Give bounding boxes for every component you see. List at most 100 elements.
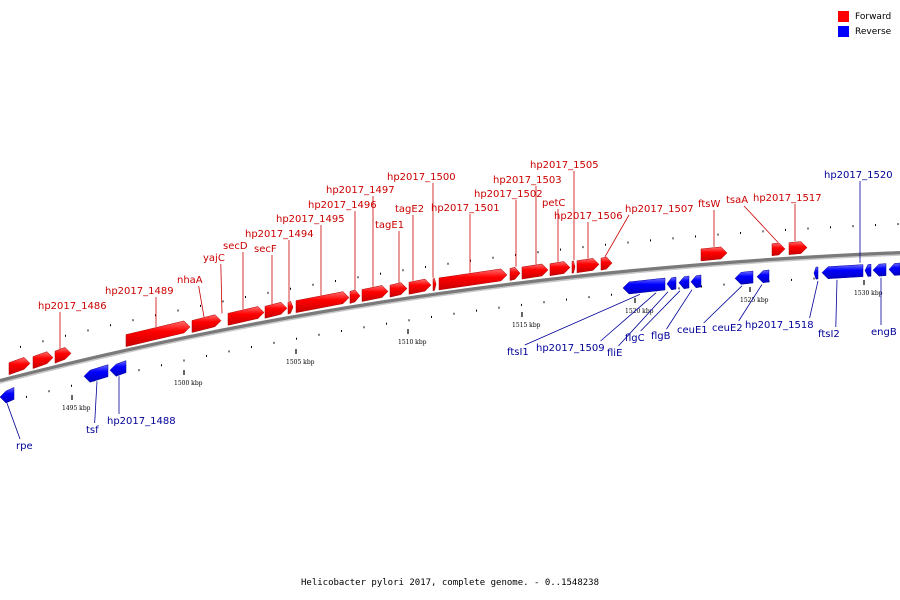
minor-tick	[26, 395, 27, 398]
forward-gene-arrow[interactable]	[576, 258, 600, 273]
tick-label: 1505 kbp	[286, 359, 315, 366]
minor-tick	[87, 329, 89, 332]
reverse-gene-label: ceuE2	[712, 323, 743, 334]
forward-label-leader	[220, 263, 223, 314]
forward-gene-label: tagE2	[395, 204, 424, 215]
tick-label: 1495 kbp	[62, 405, 91, 412]
forward-gene-label: nhaA	[177, 275, 203, 286]
reverse-gene-arrow[interactable]	[678, 275, 690, 290]
reverse-gene-label: ftsI1	[507, 347, 529, 358]
minor-tick	[363, 326, 365, 329]
reverse-gene-arrow[interactable]	[690, 274, 702, 289]
reverse-label-leader	[524, 293, 641, 346]
reverse-gene-label: flgB	[651, 331, 671, 342]
forward-gene-arrow[interactable]	[788, 241, 808, 255]
legend-forward-label: Forward	[855, 11, 892, 22]
minor-tick	[791, 278, 792, 281]
forward-gene-label: hp2017_1506	[554, 211, 623, 222]
forward-gene-arrow[interactable]	[8, 357, 31, 376]
forward-gene-label: hp2017_1517	[753, 193, 822, 204]
forward-gene-arrow[interactable]	[349, 289, 361, 304]
reverse-gene-arrow[interactable]	[734, 270, 754, 285]
reverse-label-leader	[835, 279, 838, 328]
forward-gene-arrow[interactable]	[295, 291, 350, 313]
reverse-gene-label: rpe	[16, 441, 33, 452]
reverse-label-leader	[640, 290, 681, 332]
minor-tick	[852, 225, 854, 228]
forward-gene-arrow[interactable]	[287, 300, 294, 315]
forward-gene-arrow[interactable]	[509, 266, 521, 281]
reverse-gene-arrow[interactable]	[109, 360, 127, 377]
minor-tick	[161, 364, 162, 367]
forward-gene-arrow[interactable]	[191, 314, 222, 333]
reverse-gene-arrow[interactable]	[872, 263, 887, 277]
reverse-gene-arrow[interactable]	[666, 276, 677, 291]
forward-gene-arrow[interactable]	[521, 263, 549, 280]
forward-gene-arrow[interactable]	[361, 285, 389, 302]
tick-label: 1520 kbp	[625, 308, 654, 315]
reverse-gene-label: hp2017_1520	[824, 170, 893, 181]
gene-features	[0, 241, 900, 404]
minor-tick	[110, 324, 111, 327]
forward-swatch	[838, 11, 849, 22]
forward-gene-arrow[interactable]	[432, 278, 437, 292]
reverse-label-leader	[6, 403, 21, 440]
forward-gene-arrow[interactable]	[408, 278, 432, 295]
minor-tick	[588, 296, 590, 299]
minor-tick	[537, 251, 539, 254]
minor-tick	[566, 298, 567, 301]
forward-gene-arrow[interactable]	[600, 256, 613, 271]
reverse-gene-label: hp2017_1488	[107, 416, 176, 427]
reverse-label-leader	[703, 285, 743, 324]
minor-tick	[650, 239, 651, 242]
minor-tick	[296, 337, 297, 340]
minor-tick	[200, 304, 201, 307]
minor-tick	[155, 314, 156, 317]
reverse-gene-label: tsf	[86, 425, 99, 436]
forward-gene-label: hp2017_1496	[308, 200, 377, 211]
forward-gene-arrow[interactable]	[227, 306, 265, 326]
reverse-gene-arrow[interactable]	[0, 387, 15, 404]
reverse-gene-arrow[interactable]	[821, 264, 864, 279]
reverse-gene-arrow[interactable]	[756, 269, 770, 284]
minor-tick	[222, 300, 224, 303]
forward-gene-arrow[interactable]	[549, 261, 571, 277]
reverse-gene-arrow[interactable]	[864, 263, 872, 277]
forward-gene-arrow[interactable]	[389, 282, 408, 298]
minor-tick	[762, 230, 764, 233]
forward-gene-label: hp2017_1503	[493, 175, 562, 186]
forward-gene-arrow[interactable]	[32, 351, 54, 369]
reverse-gene-arrow[interactable]	[813, 266, 819, 280]
forward-gene-arrow[interactable]	[54, 347, 72, 364]
minor-tick	[431, 315, 432, 318]
forward-gene-label: hp2017_1495	[276, 214, 345, 225]
forward-gene-label: hp2017_1486	[38, 301, 107, 312]
forward-gene-label: hp2017_1500	[387, 172, 456, 183]
minor-tick	[132, 319, 134, 322]
minor-tick	[312, 283, 314, 286]
reverse-label-leader	[618, 291, 669, 347]
minor-tick	[470, 259, 471, 262]
minor-tick	[273, 341, 275, 344]
reverse-gene-label: ceuE1	[677, 325, 708, 336]
minor-tick	[341, 329, 342, 332]
minor-tick	[701, 285, 702, 288]
reverse-swatch	[838, 26, 849, 37]
forward-label-leader	[198, 285, 205, 318]
reverse-gene-label: hp2017_1518	[745, 320, 814, 331]
minor-tick	[267, 291, 269, 294]
forward-gene-label: tsaA	[726, 195, 748, 206]
forward-gene-arrow[interactable]	[771, 242, 786, 257]
forward-gene-arrow[interactable]	[571, 260, 576, 274]
minor-tick	[498, 306, 500, 309]
forward-gene-label: hp2017_1507	[625, 204, 694, 215]
forward-gene-arrow[interactable]	[125, 320, 191, 347]
minor-tick	[20, 345, 21, 348]
forward-gene-arrow[interactable]	[264, 301, 288, 319]
forward-gene-arrow[interactable]	[700, 246, 728, 262]
reverse-gene-arrow[interactable]	[83, 364, 109, 383]
forward-gene-arrow[interactable]	[438, 268, 508, 291]
reverse-gene-arrow[interactable]	[622, 277, 666, 295]
tick-label: 1515 kbp	[512, 322, 541, 329]
reverse-gene-arrow[interactable]	[888, 262, 900, 276]
